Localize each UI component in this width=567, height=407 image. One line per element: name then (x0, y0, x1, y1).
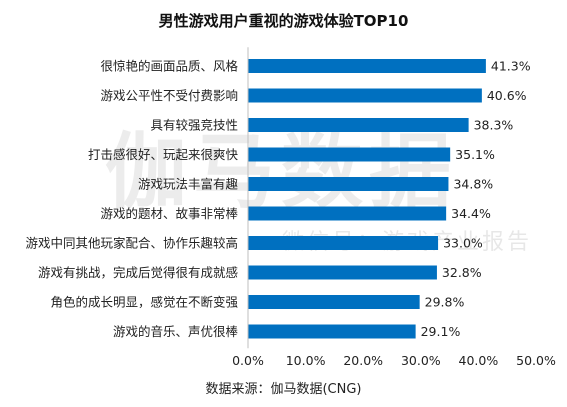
data-label: 38.3% (474, 118, 514, 133)
category-label: 游戏公平性不受付费影响 (100, 88, 238, 103)
data-label: 35.1% (455, 147, 495, 162)
data-label: 29.8% (425, 295, 465, 310)
bar (248, 177, 449, 191)
category-label: 打击感很好、玩起来很爽快 (88, 147, 239, 162)
data-label: 32.8% (442, 265, 482, 280)
bar (248, 324, 416, 339)
data-label: 40.6% (487, 88, 527, 103)
bar (248, 88, 482, 103)
bar (248, 59, 486, 73)
category-labels: 很惊艳的画面品质、风格游戏公平性不受付费影响具有较强竞技性打击感很好、玩起来很爽… (25, 59, 238, 340)
chart-title: 男性游戏用户重视的游戏体验TOP10 (158, 12, 409, 30)
data-label: 41.3% (491, 59, 531, 74)
data-label: 34.4% (451, 206, 491, 221)
watermark-logo: 伽马数据 (105, 125, 458, 220)
x-tick-label: 50.0% (516, 353, 556, 368)
category-label: 游戏玩法丰富有趣 (138, 177, 239, 192)
value-labels: 41.3% 40.6% 38.3% 35.1% 34.8% 34.4% 33.0% 32.8%… (421, 59, 531, 340)
x-axis: 0.0% 10.0% 20.0% 30.0% 40.0% 50.0% (232, 47, 556, 368)
category-label: 很惊艳的画面品质、风格 (100, 59, 238, 74)
category-label: 游戏的音乐、声优很棒 (113, 324, 239, 339)
bar (248, 206, 447, 221)
x-tick-label: 10.0% (286, 353, 326, 368)
bar (248, 147, 451, 162)
category-label: 游戏中同其他玩家配合、协作乐趣较高 (25, 236, 238, 251)
category-label: 游戏的题材、故事非常棒 (100, 206, 238, 221)
data-label: 33.0% (443, 236, 483, 251)
bar (248, 265, 437, 280)
bars-group (248, 59, 486, 339)
x-tick-label: 20.0% (343, 353, 383, 368)
data-label: 29.1% (421, 324, 461, 339)
category-label: 角色的成长明显，感觉在不断变强 (50, 295, 238, 310)
x-tick-label: 30.0% (401, 353, 441, 368)
bar (248, 118, 469, 132)
bar (248, 236, 439, 250)
category-label: 具有较强竞技性 (150, 118, 238, 133)
category-label: 游戏有挑战，完成后觉得很有成就感 (38, 265, 238, 280)
data-label: 34.8% (453, 177, 493, 192)
bar (248, 295, 420, 309)
x-tick-label: 40.0% (459, 353, 499, 368)
x-tick-label: 0.0% (232, 353, 264, 368)
source-note: 数据来源：伽马数据(CNG) (205, 382, 362, 397)
